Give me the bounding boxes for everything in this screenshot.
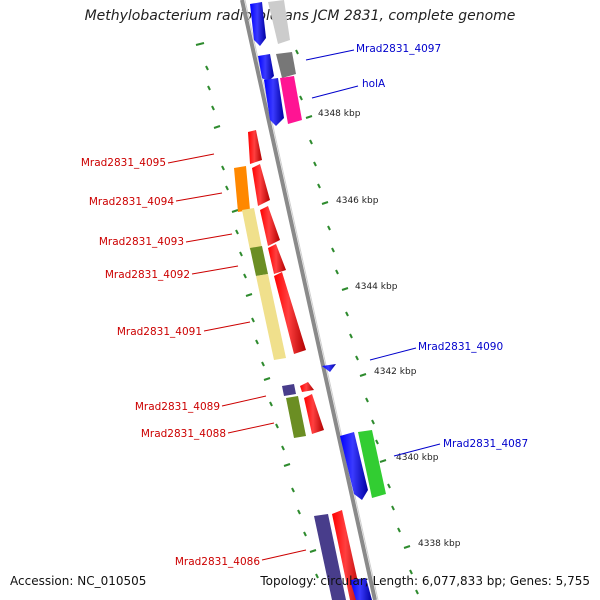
gene-feature-mrad2831-4093-khaki[interactable] xyxy=(242,208,262,250)
right-gene-labels: Mrad2831_4097 holA Mrad2831_4090 Mrad283… xyxy=(305,43,528,457)
gene-label-mrad2831-4090[interactable]: Mrad2831_4090 xyxy=(418,341,503,353)
gene-feature-mrad2831-4088-olive[interactable] xyxy=(286,396,306,438)
gene-feature-mrad2831-4097-blue[interactable] xyxy=(258,54,274,82)
gene-feature-mrad2831-4088[interactable] xyxy=(304,394,324,434)
scale-label: 4346 kbp xyxy=(336,196,379,206)
gene-feature-mrad2831-4086-slate[interactable] xyxy=(314,514,346,600)
reverse-strand-features xyxy=(234,130,362,600)
scale-label: 4340 kbp xyxy=(396,453,439,463)
gene-feature-mrad2831-4089-slate[interactable] xyxy=(282,384,296,396)
gene-feature-mrad2831-4091[interactable] xyxy=(274,272,306,354)
gene-label-mrad2831-4095[interactable]: Mrad2831_4095 xyxy=(81,157,166,169)
gene-feature-hola-pink[interactable] xyxy=(280,76,302,124)
scale-label: 4344 kbp xyxy=(355,282,398,292)
accession-text: Accession: NC_010505 xyxy=(10,574,147,588)
gene-feature-mrad2831-4086[interactable] xyxy=(332,510,362,600)
gene-feature-top-gray[interactable] xyxy=(268,0,290,44)
gene-feature-mrad2831-4089[interactable] xyxy=(300,382,314,392)
gene-feature-mrad2831-4094-orange[interactable] xyxy=(234,166,250,212)
scale-label: 4338 kbp xyxy=(418,539,461,549)
ring-ticks-left xyxy=(195,42,319,579)
gene-feature-mrad2831-4087-green[interactable] xyxy=(358,430,386,498)
gene-feature-mrad2831-4095[interactable] xyxy=(248,130,262,164)
genome-backbone xyxy=(240,0,377,600)
gene-feature-top-blue[interactable] xyxy=(250,2,266,46)
ring-ticks-right xyxy=(295,49,419,595)
genome-title: Methylobacterium radiotolerans JCM 2831,… xyxy=(84,8,516,24)
gene-label-mrad2831-4093[interactable]: Mrad2831_4093 xyxy=(99,236,184,248)
gene-label-mrad2831-4087[interactable]: Mrad2831_4087 xyxy=(443,438,528,450)
gene-label-mrad2831-4088[interactable]: Mrad2831_4088 xyxy=(141,428,226,440)
gene-feature-hola-blue[interactable] xyxy=(264,78,284,126)
scale-labels: 4348 kbp 4346 kbp 4344 kbp 4342 kbp 4340… xyxy=(318,109,461,549)
gene-label-mrad2831-4089[interactable]: Mrad2831_4089 xyxy=(135,401,220,413)
forward-strand-features xyxy=(250,0,386,600)
scale-label: 4342 kbp xyxy=(374,367,417,377)
gene-feature-mrad2831-4090[interactable] xyxy=(322,364,336,372)
gene-label-mrad2831-4086[interactable]: Mrad2831_4086 xyxy=(175,556,260,568)
gene-label-mrad2831-4092[interactable]: Mrad2831_4092 xyxy=(105,269,190,281)
gene-feature-mrad2831-4097-gray[interactable] xyxy=(276,52,296,78)
gene-label-mrad2831-4091[interactable]: Mrad2831_4091 xyxy=(117,326,202,338)
gene-feature-mrad2831-4087-blue[interactable] xyxy=(340,432,368,500)
gene-feature-mrad2831-4092-olive[interactable] xyxy=(250,246,268,276)
gene-label-mrad2831-4094[interactable]: Mrad2831_4094 xyxy=(89,196,174,208)
gene-feature-bottom-blue[interactable] xyxy=(350,578,372,600)
scale-label: 4348 kbp xyxy=(318,109,361,119)
gene-feature-mrad2831-4093[interactable] xyxy=(260,206,280,246)
topology-text: Topology: circular; Length: 6,077,833 bp… xyxy=(260,574,590,588)
gene-feature-mrad2831-4091-khaki[interactable] xyxy=(256,274,286,360)
gene-feature-mrad2831-4094[interactable] xyxy=(252,164,270,206)
gene-label-hola[interactable]: holA xyxy=(362,78,386,90)
gene-feature-mrad2831-4092[interactable] xyxy=(268,244,286,274)
gene-label-mrad2831-4097[interactable]: Mrad2831_4097 xyxy=(356,43,441,55)
left-gene-labels: Mrad2831_4095 Mrad2831_4094 Mrad2831_409… xyxy=(81,153,307,568)
